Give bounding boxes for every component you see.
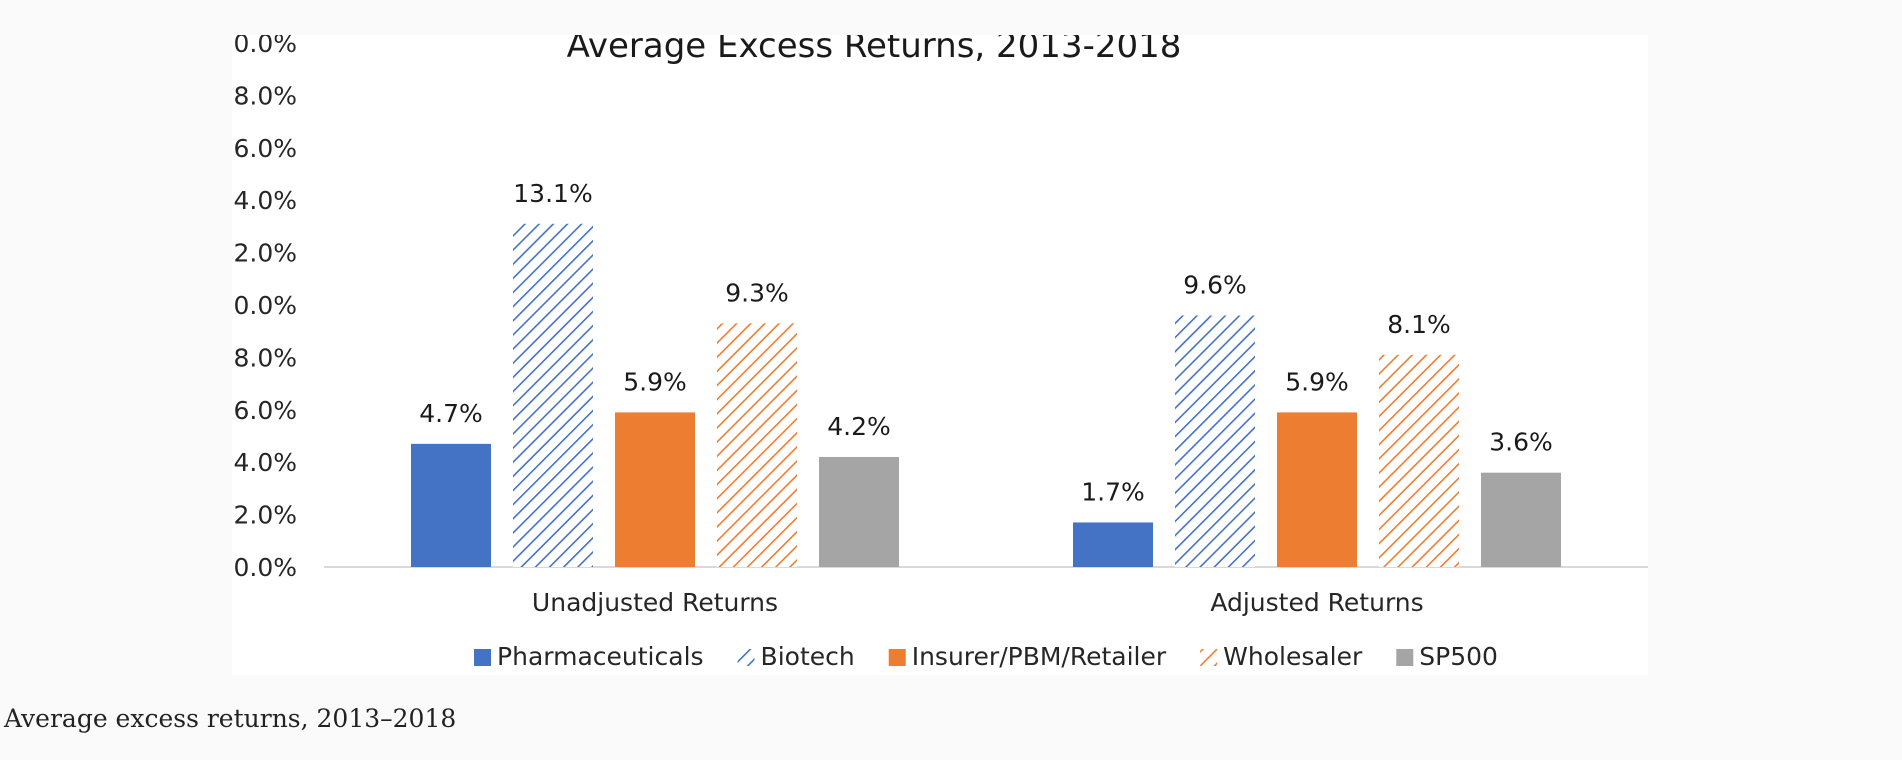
legend-label: Pharmaceuticals <box>497 642 704 671</box>
legend-swatch <box>474 649 492 666</box>
bar-data-label: 8.1% <box>1387 310 1451 339</box>
y-tick-label: 10.0% <box>232 291 297 320</box>
y-axis: 0.0% 2.0% 4.0% 6.0% 8.0% 10.0% 12.0% 14.0% 16.0%… <box>232 35 297 582</box>
y-tick-label: 16.0% <box>232 134 297 163</box>
bar-data-label: 4.7% <box>419 399 483 428</box>
bar <box>411 443 491 567</box>
legend-label: SP500 <box>1419 642 1498 671</box>
y-tick-label: 2.0% <box>233 501 297 530</box>
bar-data-label: 3.6% <box>1489 428 1553 457</box>
legend-swatch <box>1396 649 1414 666</box>
legend-label: Insurer/PBM/Retailer <box>912 642 1167 671</box>
y-tick-label: 14.0% <box>232 186 297 215</box>
bar <box>1277 412 1357 567</box>
x-category-label: Unadjusted Returns <box>532 588 778 617</box>
y-tick-label: 0.0% <box>233 553 297 582</box>
bars <box>411 223 1561 567</box>
data-labels: 4.7% 13.1% 5.9% 9.3% 4.2% 1.7% 9.6% 5.9% 8.1% 3.6… <box>419 179 1553 507</box>
bar-data-label: 4.2% <box>827 412 891 441</box>
legend-item: Pharmaceuticals <box>474 642 704 671</box>
bar <box>1481 472 1561 567</box>
legend: Pharmaceuticals Biotech Insurer/PBM/Retail… <box>474 642 1498 671</box>
bar <box>717 323 797 567</box>
bar <box>513 223 593 567</box>
bar-data-label: 5.9% <box>1285 367 1349 396</box>
x-axis: Unadjusted Returns Adjusted Returns <box>324 566 1648 617</box>
bar-data-label: 5.9% <box>623 367 687 396</box>
bar-data-label: 9.6% <box>1183 270 1247 299</box>
legend-label: Biotech <box>761 642 855 671</box>
legend-label: Wholesaler <box>1223 642 1363 671</box>
bar <box>615 412 695 567</box>
legend-item: Insurer/PBM/Retailer <box>888 642 1167 671</box>
y-tick-label: 8.0% <box>233 343 297 372</box>
legend-swatch <box>737 649 755 666</box>
y-tick-label: 12.0% <box>232 239 297 268</box>
y-tick-label: 18.0% <box>232 81 297 110</box>
legend-item: Biotech <box>737 642 855 671</box>
bar-chart: Average Excess Returns, 2013-2018 0.0% 2.… <box>232 35 1648 671</box>
legend-swatch <box>888 649 906 666</box>
bar <box>819 456 899 567</box>
legend-item: SP500 <box>1396 642 1498 671</box>
legend-item: Wholesaler <box>1200 642 1363 671</box>
bar <box>1073 522 1153 567</box>
bar-data-label: 9.3% <box>725 278 789 307</box>
x-category-label: Adjusted Returns <box>1210 588 1423 617</box>
y-tick-label: 6.0% <box>233 396 297 425</box>
bar-data-label: 1.7% <box>1081 477 1145 506</box>
y-tick-label: 20.0% <box>232 35 297 58</box>
figure-caption: Average excess returns, 2013–2018 <box>4 704 457 733</box>
bar <box>1175 315 1255 567</box>
y-tick-label: 4.0% <box>233 448 297 477</box>
bar <box>1379 354 1459 567</box>
chart-figure: Average Excess Returns, 2013-2018 0.0% 2.… <box>232 35 1648 675</box>
bar-data-label: 13.1% <box>513 179 592 208</box>
legend-swatch <box>1200 649 1218 666</box>
chart-title: Average Excess Returns, 2013-2018 <box>567 35 1182 66</box>
